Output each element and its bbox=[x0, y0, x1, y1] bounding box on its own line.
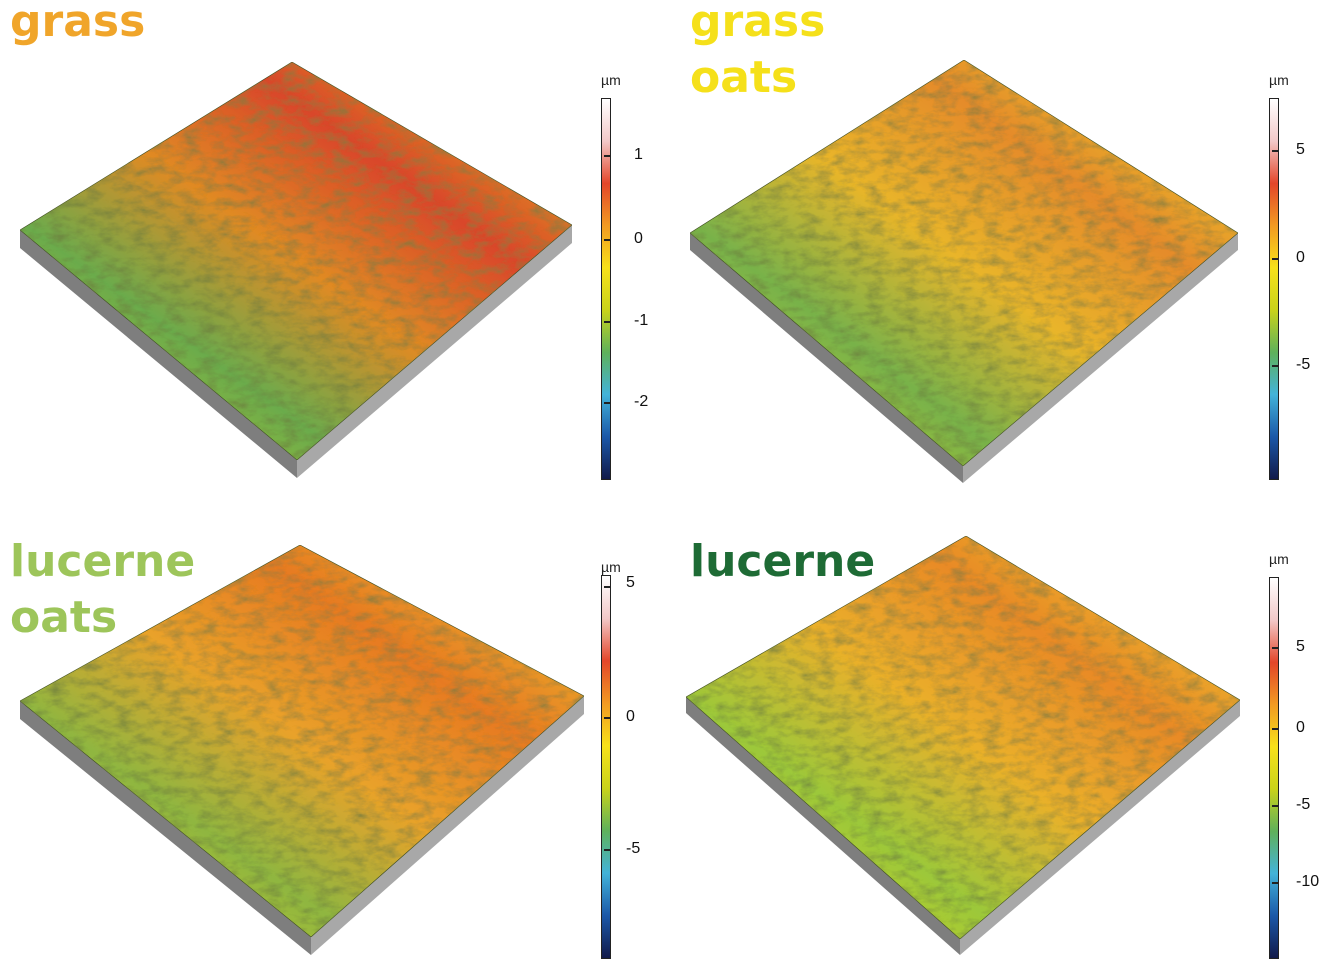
colormap-bar bbox=[601, 575, 611, 959]
scale-tick-label: 0 bbox=[626, 708, 635, 725]
surface-3d-render bbox=[689, 59, 1239, 483]
scale-tick-label: -1 bbox=[634, 312, 649, 329]
panel-title: grass bbox=[10, 0, 145, 50]
surface-3d-render bbox=[685, 535, 1241, 955]
scale-tick bbox=[604, 402, 611, 404]
panel-lucerne: lucerne µm 5 0 -5 -10 bbox=[668, 479, 1336, 961]
scale-tick-label: 0 bbox=[634, 230, 643, 247]
scale-tick-label: -5 bbox=[1296, 796, 1311, 813]
title-line-1: lucerne bbox=[10, 536, 196, 587]
scale-tick bbox=[1272, 805, 1279, 807]
surface-3d-render bbox=[19, 61, 573, 478]
scale-tick-label: -5 bbox=[1296, 356, 1311, 373]
scale-tick-label: -5 bbox=[626, 840, 641, 857]
panel-grass: grass µm 1 0 -1 -2 bbox=[0, 0, 668, 482]
scale-tick-label: 5 bbox=[1296, 141, 1305, 158]
scale-tick-label: 0 bbox=[1296, 719, 1305, 736]
scale-tick bbox=[1272, 365, 1279, 367]
scale-unit-label: µm bbox=[601, 559, 621, 575]
panel-title: grass oats bbox=[690, 0, 825, 106]
panel-title: lucerne oats bbox=[10, 534, 195, 646]
scale-tick bbox=[1272, 728, 1279, 730]
scale-tick bbox=[1272, 882, 1279, 884]
scale-tick-label: 1 bbox=[634, 146, 643, 163]
scale-tick bbox=[604, 155, 611, 157]
scale-tick-label: -10 bbox=[1296, 873, 1320, 890]
panel-title: lucerne bbox=[690, 534, 875, 590]
scale-tick bbox=[604, 321, 611, 323]
scale-tick bbox=[604, 586, 611, 588]
scale-tick bbox=[1272, 150, 1279, 152]
scale-unit-label: µm bbox=[601, 72, 621, 88]
title-line-1: lucerne bbox=[690, 536, 876, 587]
height-scale-bar: µm 1 0 -1 -2 bbox=[596, 72, 666, 482]
panel-grass-oats: grass oats µm 5 0 -5 bbox=[668, 0, 1336, 483]
title-line-2: oats bbox=[10, 592, 118, 643]
scale-tick-label: 5 bbox=[626, 574, 635, 591]
title-line-2: oats bbox=[690, 52, 798, 103]
scale-unit-label: µm bbox=[1269, 72, 1289, 88]
scale-tick-label: 5 bbox=[1296, 638, 1305, 655]
scale-tick bbox=[1272, 647, 1279, 649]
scale-tick bbox=[604, 717, 611, 719]
scale-tick bbox=[1272, 258, 1279, 260]
scale-tick-label: 0 bbox=[1296, 249, 1305, 266]
scale-tick bbox=[604, 849, 611, 851]
scale-unit-label: µm bbox=[1269, 551, 1289, 567]
title-line-1: grass bbox=[10, 0, 146, 47]
surface-3d-render bbox=[19, 544, 585, 955]
title-line-1: grass bbox=[690, 0, 826, 47]
panel-lucerne-oats: lucerne oats µm 5 0 -5 bbox=[0, 479, 668, 959]
colormap-bar bbox=[1269, 577, 1279, 959]
colormap-bar bbox=[1269, 98, 1279, 480]
height-scale-bar: µm 5 0 -5 bbox=[596, 559, 666, 959]
colormap-bar bbox=[601, 98, 611, 480]
height-scale-bar: µm 5 0 -5 bbox=[1264, 72, 1334, 482]
height-scale-bar: µm 5 0 -5 -10 bbox=[1264, 551, 1334, 961]
scale-tick-label: -2 bbox=[634, 393, 649, 410]
scale-tick bbox=[604, 239, 611, 241]
